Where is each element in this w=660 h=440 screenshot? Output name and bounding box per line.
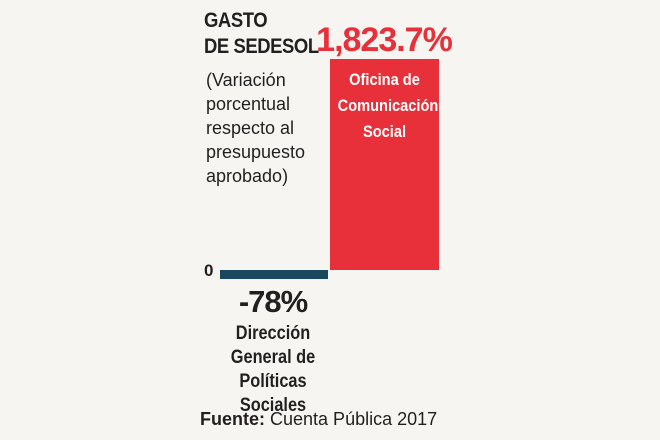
bar-negative [220,270,328,280]
bar-positive [330,59,439,270]
source-text: Cuenta Pública 2017 [270,409,438,429]
value-label-negative: -78% [239,284,308,319]
category-label-negative: Dirección General de Políticas Sociales [230,323,316,416]
chart-subtitle: (Variación porcentual respecto al presup… [206,70,306,186]
value-label-positive: 1,823.7% [316,21,452,59]
zero-tick-label: 0 [204,261,213,280]
source-note: Fuente: Cuenta Pública 2017 [200,409,437,430]
category-label-positive: Oficina de Comunicación Social [337,70,439,141]
title-line-2: DE SEDESOL [204,35,319,58]
title-line-1: GASTO [204,9,268,32]
chart-title: GASTO DE SEDESOL [204,8,319,60]
source-label: Fuente: [200,409,265,429]
